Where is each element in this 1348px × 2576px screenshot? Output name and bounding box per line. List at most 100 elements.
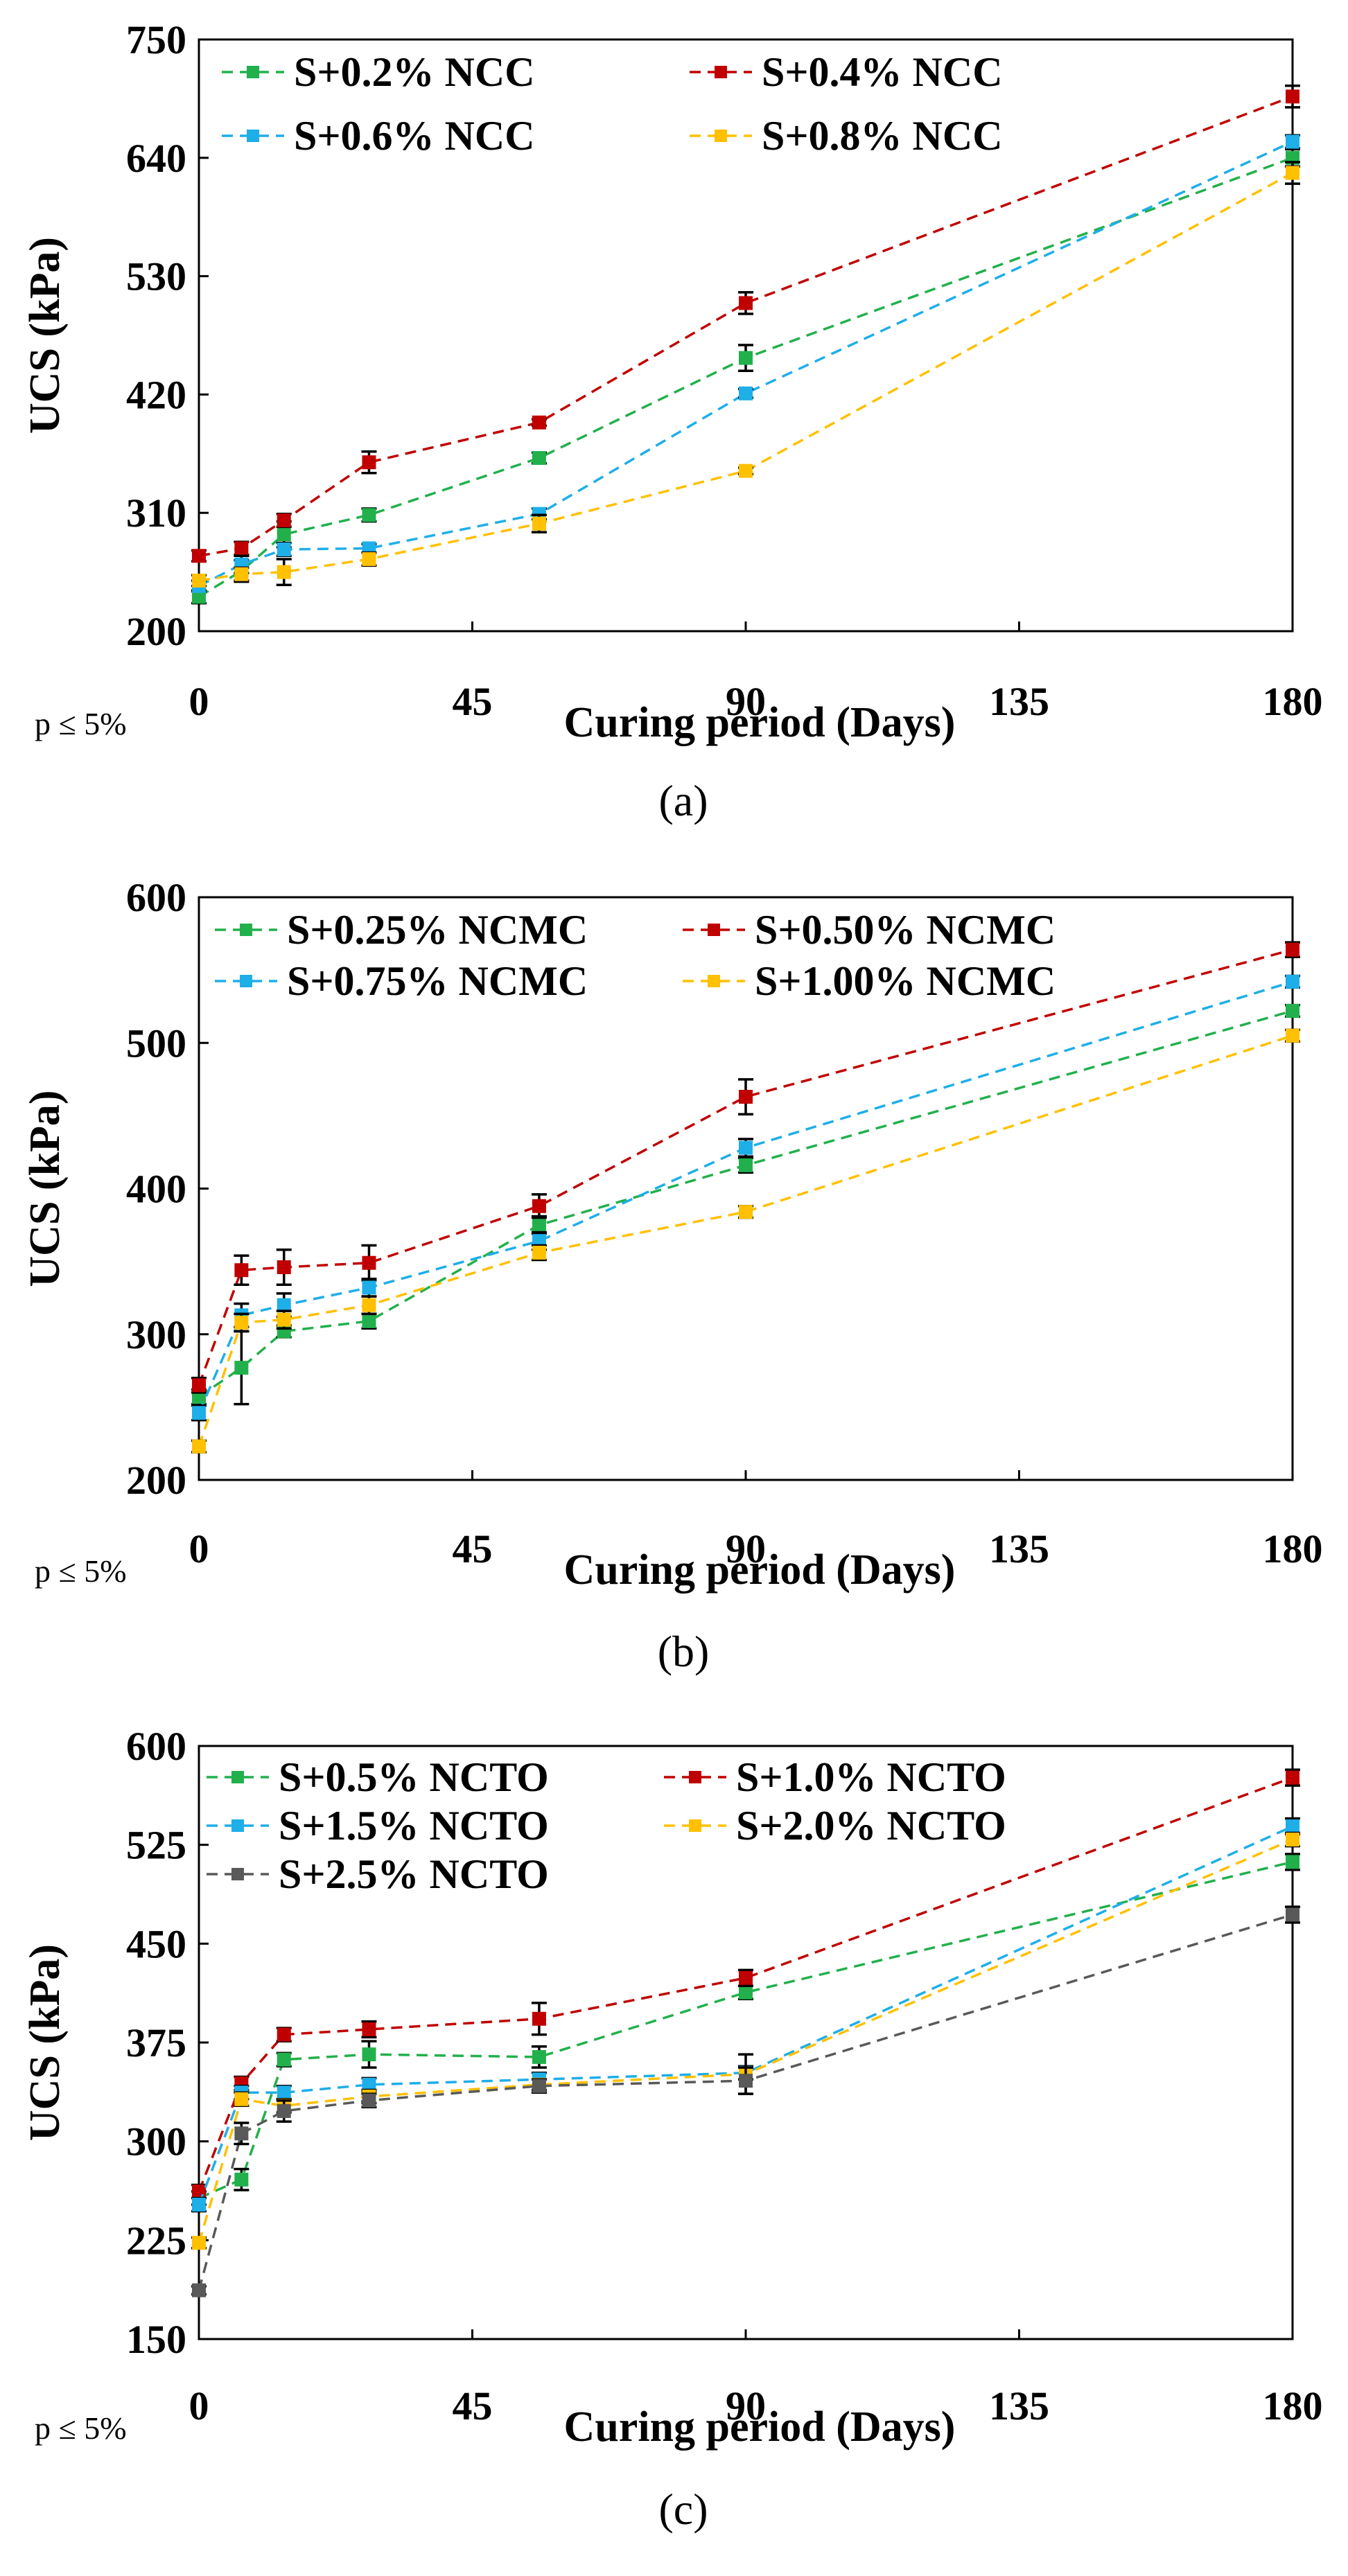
legend-label: S+2.0% NCTO <box>736 1803 1006 1849</box>
data-point <box>277 513 291 528</box>
panel-c: 150 225 300 375 450 525 600 0 45 90 135 180 Curing p… <box>21 1724 1323 2534</box>
y-tick-label: 600 <box>126 1724 186 1769</box>
panel-caption: (b) <box>658 1627 710 1676</box>
series-line <box>198 157 1293 598</box>
y-tick-label: 500 <box>126 1021 186 1066</box>
data-point <box>277 1260 291 1275</box>
data-point <box>532 451 546 466</box>
data-point <box>1286 166 1299 180</box>
panel-b: 200 300 400 500 600 0 45 90 135 180 Curing period … <box>21 875 1323 1676</box>
data-point <box>277 2052 291 2067</box>
data-point <box>1286 974 1299 989</box>
y-tick-label: 400 <box>126 1167 186 1212</box>
legend-label: S+2.5% NCTO <box>279 1851 549 1897</box>
y-tick-label: 150 <box>126 2317 186 2362</box>
x-tick-label: 90 <box>726 679 766 724</box>
data-point <box>362 2047 376 2062</box>
data-point <box>739 386 753 400</box>
x-tick-label: 0 <box>189 2383 209 2428</box>
data-point <box>234 1361 249 1375</box>
data-point <box>362 2093 376 2108</box>
series-line <box>198 95 1293 558</box>
data-point <box>234 567 249 581</box>
data-point <box>277 2027 291 2042</box>
data-point <box>1286 1003 1299 1018</box>
data-point <box>1286 1855 1299 1869</box>
legend-swatch-marker <box>247 66 259 78</box>
legend-label: S+0.2% NCC <box>294 49 535 95</box>
data-point <box>362 552 376 566</box>
panel-caption: (a) <box>658 776 708 825</box>
data-point <box>192 590 206 604</box>
series <box>191 85 1300 563</box>
data-point <box>739 1970 753 1985</box>
data-point <box>532 516 546 531</box>
data-point <box>192 2283 206 2297</box>
data-point <box>277 2103 291 2118</box>
legend-swatch-marker <box>689 1819 701 1832</box>
y-tick-label: 300 <box>126 1312 186 1357</box>
data-point <box>1286 1770 1299 1785</box>
series <box>191 1028 1300 1454</box>
data-point <box>739 1205 753 1219</box>
y-tick-label: 375 <box>126 2020 186 2065</box>
data-point <box>192 2197 206 2212</box>
legend: S+0.2% NCC S+0.4% NCC S+0.6% NCC S+0.8% NCC <box>222 49 1003 159</box>
legend-label: S+0.25% NCMC <box>287 907 588 953</box>
series <box>191 974 1300 1422</box>
series <box>191 1003 1300 1406</box>
data-point <box>277 527 291 542</box>
x-axis-label: Curing period (Days) <box>564 1546 956 1594</box>
data-point <box>532 2011 546 2026</box>
data-point <box>1286 1819 1299 1834</box>
legend-swatch-marker <box>240 975 252 987</box>
y-tick-label: 310 <box>126 491 186 536</box>
data-point <box>362 2022 376 2036</box>
data-point <box>234 541 249 556</box>
legend-label: S+1.0% NCTO <box>736 1754 1006 1800</box>
series <box>191 1905 1300 2297</box>
series <box>191 1768 1300 2200</box>
y-tick-label: 525 <box>126 1823 186 1868</box>
legend-swatch-marker <box>708 975 720 987</box>
data-point <box>532 415 546 430</box>
legend-swatch-marker <box>231 1868 244 1880</box>
data-point <box>739 464 753 478</box>
y-tick-label: 450 <box>126 1921 186 1966</box>
data-point <box>739 1985 753 2000</box>
legend-label: S+0.8% NCC <box>762 113 1003 159</box>
data-point <box>277 1312 291 1327</box>
data-point <box>277 542 291 556</box>
y-tick-label: 200 <box>126 1458 186 1503</box>
legend-label: S+1.5% NCTO <box>279 1803 549 1849</box>
data-point <box>277 1298 291 1312</box>
y-tick-label: 530 <box>126 254 186 299</box>
data-point <box>1286 1833 1299 1847</box>
data-point <box>739 1158 753 1172</box>
data-point <box>234 1263 249 1278</box>
data-point <box>192 2236 206 2250</box>
legend-label: S+0.5% NCTO <box>279 1754 549 1800</box>
panel-a: 200 310 420 530 640 750 0 45 90 135 180 Curing peri… <box>21 17 1323 825</box>
x-tick-label: 180 <box>1263 679 1323 724</box>
x-tick-label: 180 <box>1263 1526 1323 1571</box>
data-point <box>532 2049 546 2064</box>
data-point <box>532 1199 546 1213</box>
legend-swatch-marker <box>708 924 720 936</box>
x-tick-label: 0 <box>189 679 209 724</box>
data-point <box>739 296 753 310</box>
legend-label: S+1.00% NCMC <box>755 958 1056 1004</box>
legend-label: S+0.4% NCC <box>762 49 1003 95</box>
data-point <box>739 2074 753 2088</box>
data-point <box>192 1406 206 1420</box>
data-point <box>192 1439 206 1454</box>
data-point <box>1286 942 1299 957</box>
y-axis-label: UCS (kPa) <box>21 237 69 434</box>
x-tick-label: 180 <box>1263 2383 1323 2428</box>
legend-swatch-marker <box>231 1771 244 1783</box>
x-tick-label: 90 <box>726 2383 766 2428</box>
series <box>191 161 1300 588</box>
data-point <box>192 549 206 563</box>
data-point <box>1286 1907 1299 1922</box>
